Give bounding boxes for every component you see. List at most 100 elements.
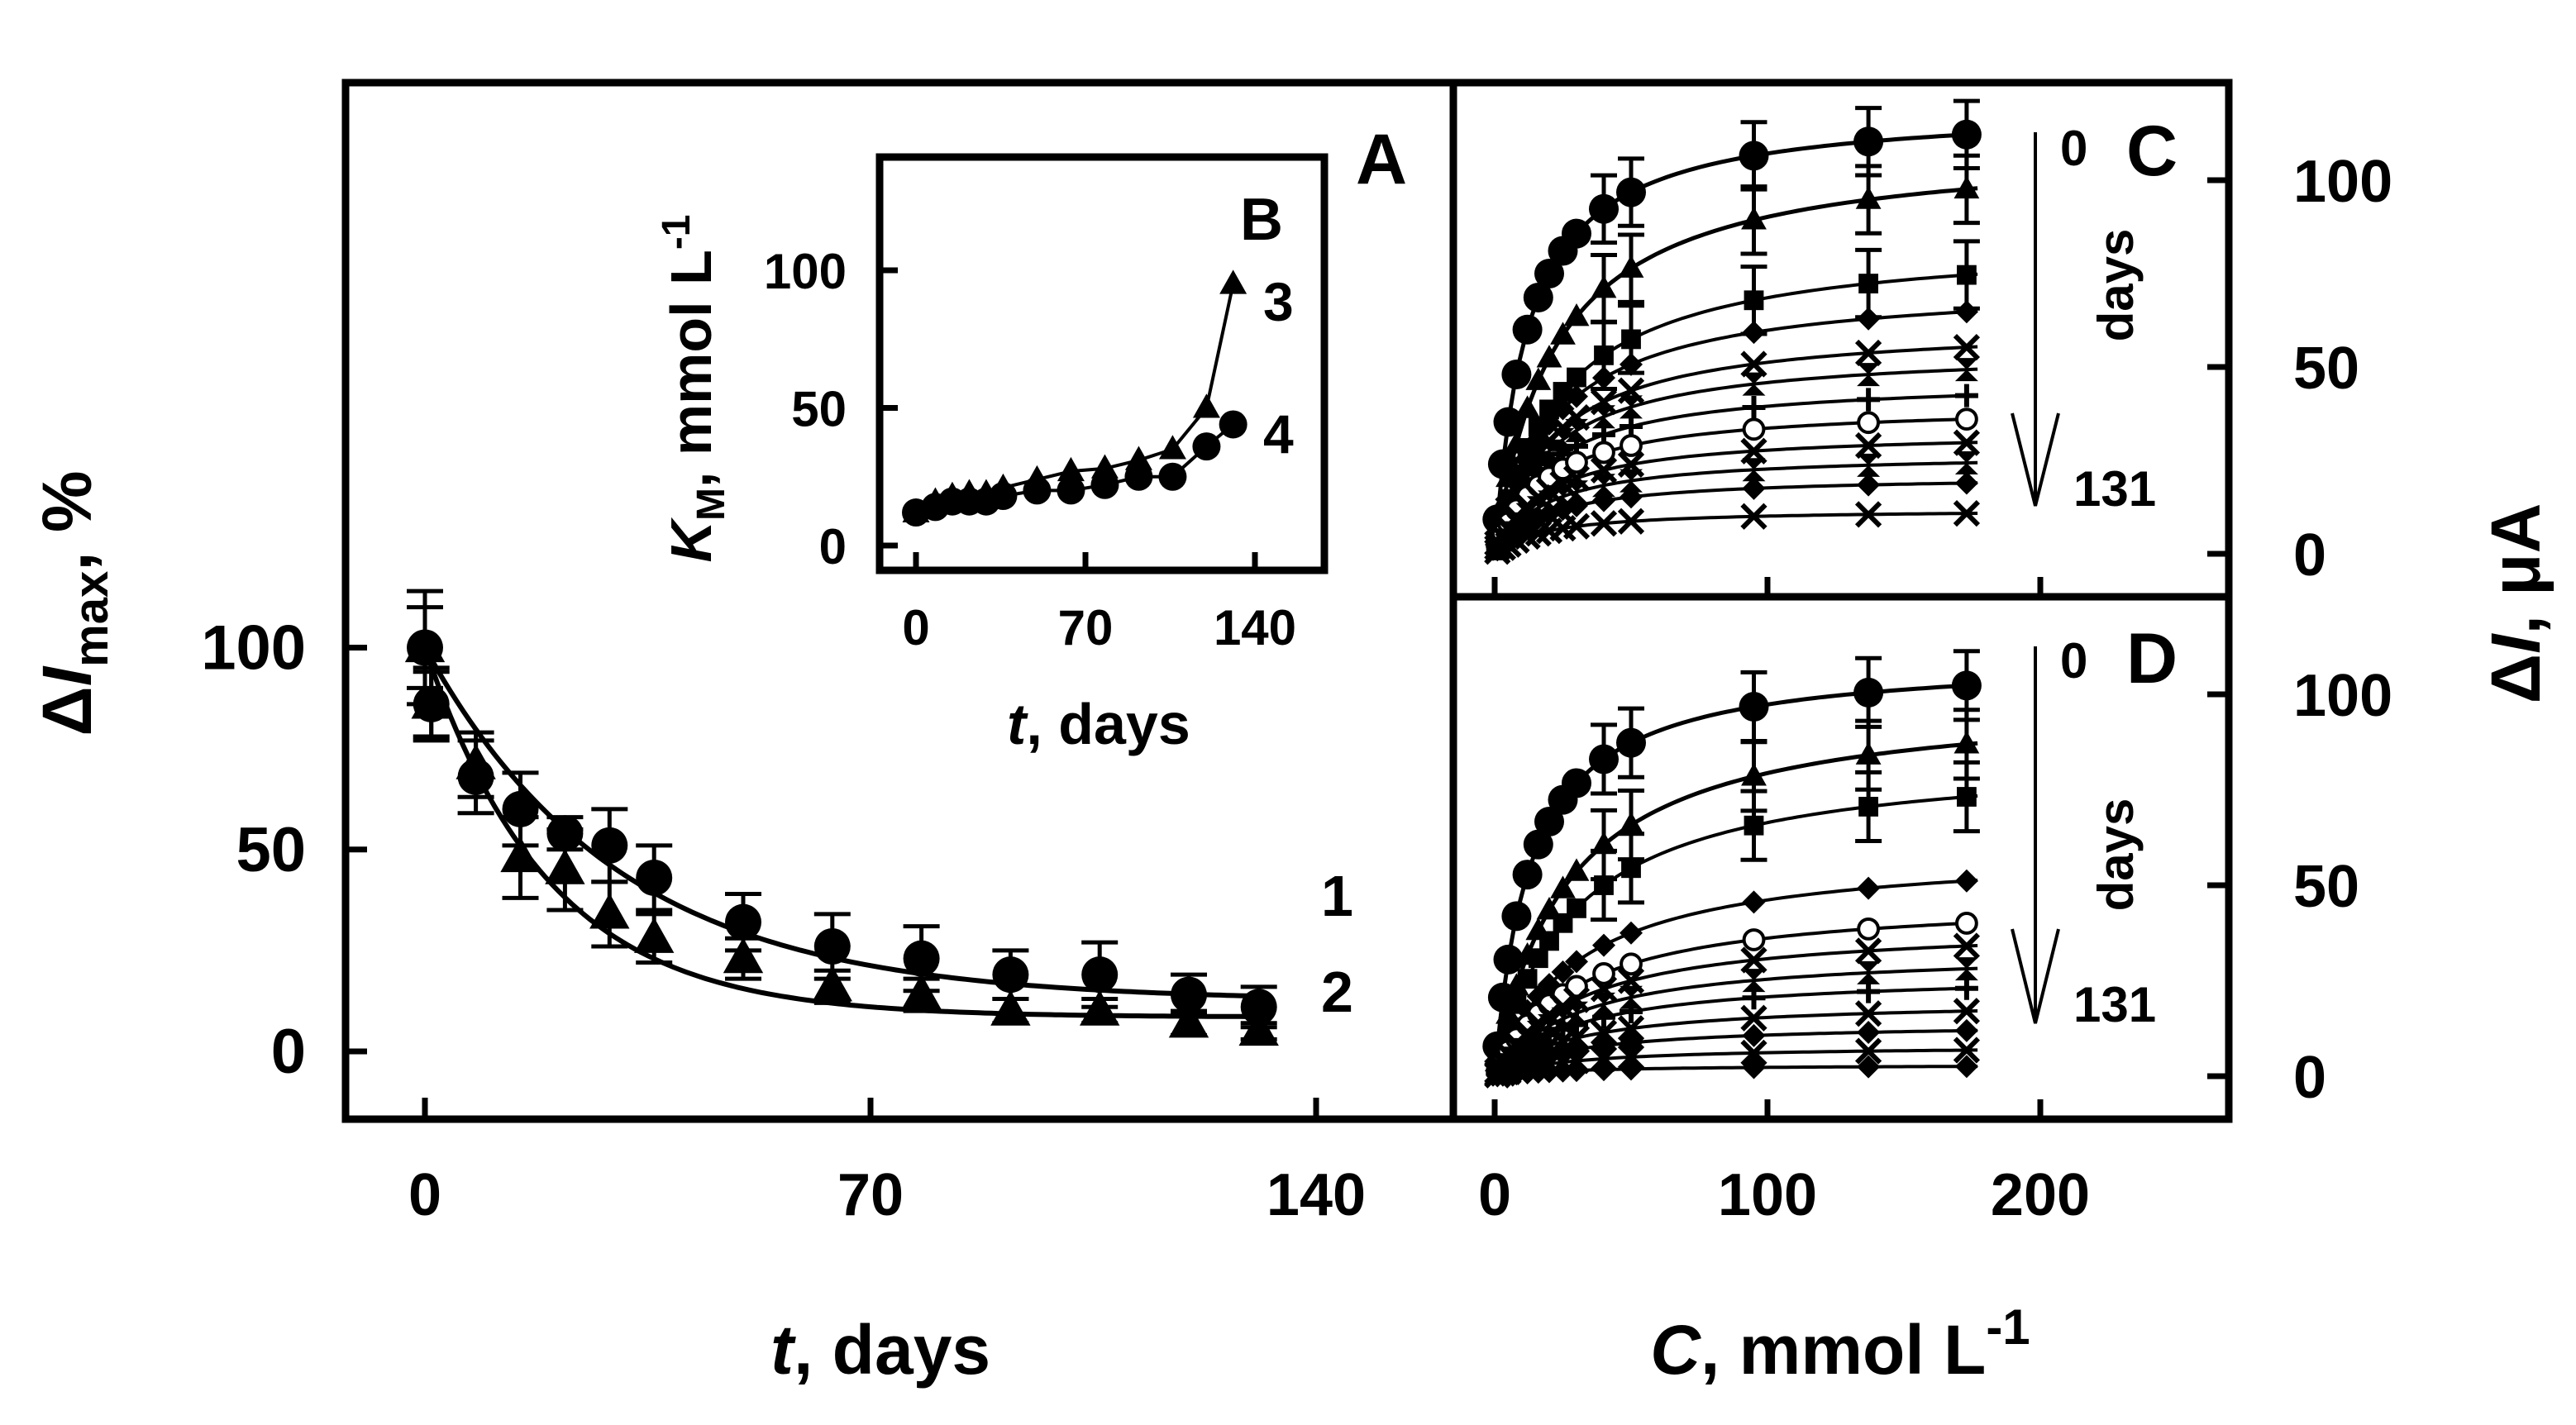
panel-b-y-tick-label: 50 bbox=[791, 382, 847, 437]
panel-d-point bbox=[1857, 917, 1881, 941]
panel-c-point bbox=[1951, 119, 1982, 150]
panel-c-point bbox=[1592, 489, 1615, 512]
panel-d-point bbox=[1742, 890, 1766, 914]
panel-c-point bbox=[1565, 480, 1588, 504]
panel-d-point bbox=[1740, 1004, 1767, 1032]
panel-label-d: D bbox=[2126, 619, 2178, 698]
axis-title-b-x: t, days bbox=[1007, 692, 1190, 756]
panel-a-point-series-2 bbox=[411, 683, 451, 719]
panel-c-point bbox=[1565, 493, 1588, 517]
panel-a-point-series-1 bbox=[1171, 976, 1207, 1013]
panel-c-point bbox=[1954, 358, 1978, 382]
panel-d-point bbox=[1592, 933, 1615, 957]
panel-a-point-series-2 bbox=[456, 743, 496, 779]
panel-c-point bbox=[1512, 314, 1543, 345]
panel-d-x-tick-label: 200 bbox=[1991, 1162, 2090, 1228]
panel-c-point bbox=[1589, 193, 1619, 224]
svg-text:days: days bbox=[2088, 798, 2144, 912]
panel-c-point bbox=[1592, 366, 1615, 390]
svg-text:ΔImax, %: ΔImax, % bbox=[28, 470, 118, 736]
panel-b-x-tick-label: 70 bbox=[1058, 600, 1114, 655]
panel-c-point bbox=[1592, 474, 1615, 498]
panel-c-point bbox=[1957, 265, 1977, 285]
panel-d-point bbox=[1742, 969, 1766, 993]
panel-b-point-series-4 bbox=[1124, 462, 1153, 491]
arrow-top-label-d: 0 bbox=[2060, 633, 2087, 689]
panel-c-point bbox=[1744, 290, 1764, 311]
panel-a-y-tick-label: 100 bbox=[201, 613, 306, 684]
panel-c-point bbox=[1855, 186, 1882, 209]
panel-a-point-series-2 bbox=[901, 974, 942, 1010]
panel-b-point-series-3 bbox=[1158, 435, 1186, 460]
panel-c-point bbox=[1620, 352, 1643, 376]
panel-a-point-series-2 bbox=[1080, 989, 1120, 1026]
panel-d-point bbox=[1620, 1000, 1643, 1024]
panel-d-point bbox=[1538, 1060, 1561, 1084]
panel-d-point bbox=[1523, 829, 1553, 860]
panel-a-point-series-1 bbox=[992, 956, 1029, 994]
panel-b-x-tick-label: 140 bbox=[1214, 600, 1296, 655]
panel-c-point bbox=[1538, 439, 1561, 463]
panel-c-point bbox=[1857, 307, 1881, 331]
panel-c-point bbox=[1590, 388, 1618, 416]
panel-a-point-series-1 bbox=[636, 859, 673, 896]
panel-c-y-tick-label: 100 bbox=[2293, 149, 2392, 215]
panel-c-point bbox=[1590, 456, 1618, 484]
panel-c-point bbox=[1857, 473, 1881, 497]
panel-d-point bbox=[1854, 937, 1882, 965]
panel-d-point bbox=[1739, 691, 1769, 722]
panel-b-point-series-4 bbox=[1023, 476, 1052, 505]
axis-title-cd-x: C, mmol L-1 bbox=[1650, 1299, 2030, 1389]
axis-title-b-y: KM, mmol L-1 bbox=[655, 214, 733, 562]
panel-d-point bbox=[1616, 727, 1646, 758]
panel-c-point bbox=[1954, 300, 1978, 324]
panel-d-point bbox=[1592, 1058, 1615, 1082]
panel-d-point bbox=[1592, 962, 1615, 985]
panel-b-point-series-4 bbox=[1158, 462, 1187, 491]
panel-d-point bbox=[1562, 768, 1591, 798]
panel-d-point bbox=[1620, 921, 1643, 945]
panel-a-point-series-2 bbox=[500, 836, 541, 873]
panel-d-point bbox=[1591, 831, 1617, 855]
panel-b-point-series-3 bbox=[1090, 454, 1119, 479]
panel-c-point bbox=[1858, 274, 1878, 293]
panel-c-point bbox=[1954, 471, 1978, 495]
panel-d-point bbox=[1742, 1056, 1766, 1079]
panel-c-point bbox=[1857, 388, 1881, 412]
panel-d-point bbox=[1857, 979, 1881, 1003]
panel-c-point bbox=[1618, 255, 1644, 278]
panel-d-point bbox=[1740, 946, 1767, 974]
panel-d-point bbox=[1618, 811, 1644, 835]
panel-c-point bbox=[1550, 322, 1576, 345]
panel-d-point bbox=[1741, 763, 1767, 786]
panel-c-point bbox=[1565, 384, 1588, 408]
panel-c-point bbox=[1621, 329, 1641, 350]
panel-d-point bbox=[1953, 731, 1980, 754]
panel-c-point bbox=[1523, 283, 1553, 313]
panel-b-y-tick-label: 0 bbox=[819, 519, 847, 574]
panel-d-point bbox=[1742, 928, 1766, 951]
panel-c-point bbox=[1955, 407, 1978, 431]
panel-d-point bbox=[1534, 807, 1564, 836]
panel-d-point bbox=[1592, 992, 1615, 1016]
panel-d-point bbox=[1590, 1019, 1618, 1046]
panel-b-point-series-4 bbox=[1090, 470, 1119, 499]
panel-d-point bbox=[1742, 1023, 1766, 1047]
panel-c-point bbox=[1953, 175, 1980, 199]
panel-c-point bbox=[1620, 469, 1643, 493]
panel-c-y-tick-label: 0 bbox=[2293, 522, 2326, 589]
panel-a-point-series-1 bbox=[813, 927, 851, 965]
panel-c-point bbox=[1563, 303, 1590, 326]
panel-d-point bbox=[1620, 952, 1643, 976]
panel-d-point bbox=[1740, 1039, 1767, 1067]
panel-d-point bbox=[1858, 797, 1878, 817]
panel-d-point bbox=[1493, 944, 1524, 975]
panel-c-point bbox=[1592, 405, 1615, 429]
panel-d-point bbox=[1954, 976, 1978, 1000]
panel-d-point bbox=[1517, 969, 1538, 989]
panel-c-fit-curve bbox=[1496, 460, 1978, 550]
panel-b-point-series-4 bbox=[1219, 410, 1247, 439]
panel-c-point bbox=[1551, 397, 1575, 421]
panel-c-point bbox=[1857, 453, 1881, 477]
